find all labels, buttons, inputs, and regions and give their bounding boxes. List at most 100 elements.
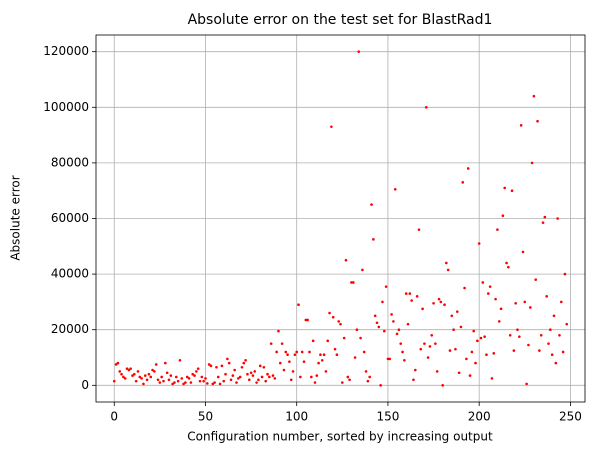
- point: [351, 281, 355, 284]
- point: [238, 375, 242, 379]
- point: [486, 292, 490, 295]
- point: [419, 347, 423, 351]
- point: [288, 360, 291, 363]
- point: [377, 325, 381, 329]
- point: [275, 350, 278, 354]
- point: [445, 261, 448, 265]
- point: [189, 381, 193, 384]
- point: [185, 375, 189, 379]
- point: [153, 370, 156, 373]
- point: [359, 336, 362, 340]
- point: [264, 379, 267, 383]
- point: [122, 375, 125, 379]
- point: [125, 367, 129, 370]
- y-tick-label: 80000: [51, 155, 89, 169]
- point: [258, 364, 262, 368]
- point: [552, 314, 556, 318]
- point: [390, 313, 393, 316]
- point: [472, 329, 475, 333]
- point: [143, 374, 147, 377]
- x-tick-label: 100: [285, 410, 308, 424]
- point: [193, 374, 196, 377]
- point: [399, 342, 403, 345]
- point: [118, 370, 122, 373]
- point: [260, 375, 264, 379]
- point: [466, 167, 470, 170]
- point: [384, 285, 388, 288]
- point: [315, 374, 319, 377]
- y-tick-label: 20000: [51, 322, 89, 336]
- point: [154, 363, 158, 366]
- point: [112, 379, 116, 383]
- y-tick-label: 40000: [51, 267, 89, 281]
- point: [417, 228, 421, 231]
- point: [123, 377, 127, 380]
- point: [317, 361, 320, 365]
- point: [474, 361, 477, 365]
- point: [388, 357, 392, 361]
- point: [510, 189, 514, 192]
- point: [492, 352, 496, 355]
- point: [550, 353, 554, 357]
- point: [485, 353, 488, 357]
- point: [308, 350, 311, 354]
- point: [414, 368, 417, 372]
- point: [404, 292, 408, 295]
- point: [231, 374, 235, 377]
- point: [514, 301, 517, 305]
- point: [280, 342, 284, 345]
- point: [348, 378, 351, 382]
- point: [164, 361, 167, 365]
- point: [284, 350, 288, 354]
- point: [503, 186, 507, 190]
- point: [246, 372, 249, 376]
- point: [184, 381, 187, 384]
- point: [319, 353, 322, 357]
- point: [525, 382, 528, 386]
- point: [138, 375, 142, 379]
- point: [382, 329, 386, 333]
- point: [291, 370, 295, 373]
- point: [227, 361, 231, 365]
- point: [211, 382, 215, 386]
- point: [353, 356, 357, 359]
- point: [494, 297, 497, 301]
- point: [468, 374, 472, 377]
- point: [114, 363, 118, 366]
- point: [508, 333, 512, 337]
- point: [350, 281, 353, 284]
- point: [516, 328, 519, 332]
- point: [432, 301, 435, 305]
- point: [220, 364, 224, 368]
- x-tick-label: 0: [110, 410, 118, 424]
- point: [127, 368, 131, 372]
- point: [226, 357, 229, 361]
- point: [403, 358, 406, 362]
- point: [528, 306, 532, 309]
- point: [342, 336, 346, 340]
- point: [461, 181, 465, 184]
- point: [271, 374, 275, 377]
- point: [178, 358, 182, 362]
- point: [282, 368, 286, 372]
- point: [463, 286, 466, 290]
- point: [366, 379, 370, 383]
- point: [512, 349, 516, 352]
- point: [167, 378, 171, 382]
- point: [477, 242, 481, 245]
- point: [368, 375, 371, 379]
- point: [249, 371, 253, 375]
- point: [362, 350, 366, 354]
- point: [379, 384, 382, 387]
- point: [277, 329, 280, 333]
- point: [412, 378, 415, 382]
- point: [165, 371, 169, 375]
- point: [209, 364, 213, 368]
- point: [297, 303, 300, 306]
- point: [496, 228, 499, 231]
- point: [200, 375, 204, 379]
- point: [176, 379, 180, 383]
- point: [457, 371, 461, 375]
- x-tick-label: 150: [376, 410, 399, 424]
- point: [361, 268, 364, 272]
